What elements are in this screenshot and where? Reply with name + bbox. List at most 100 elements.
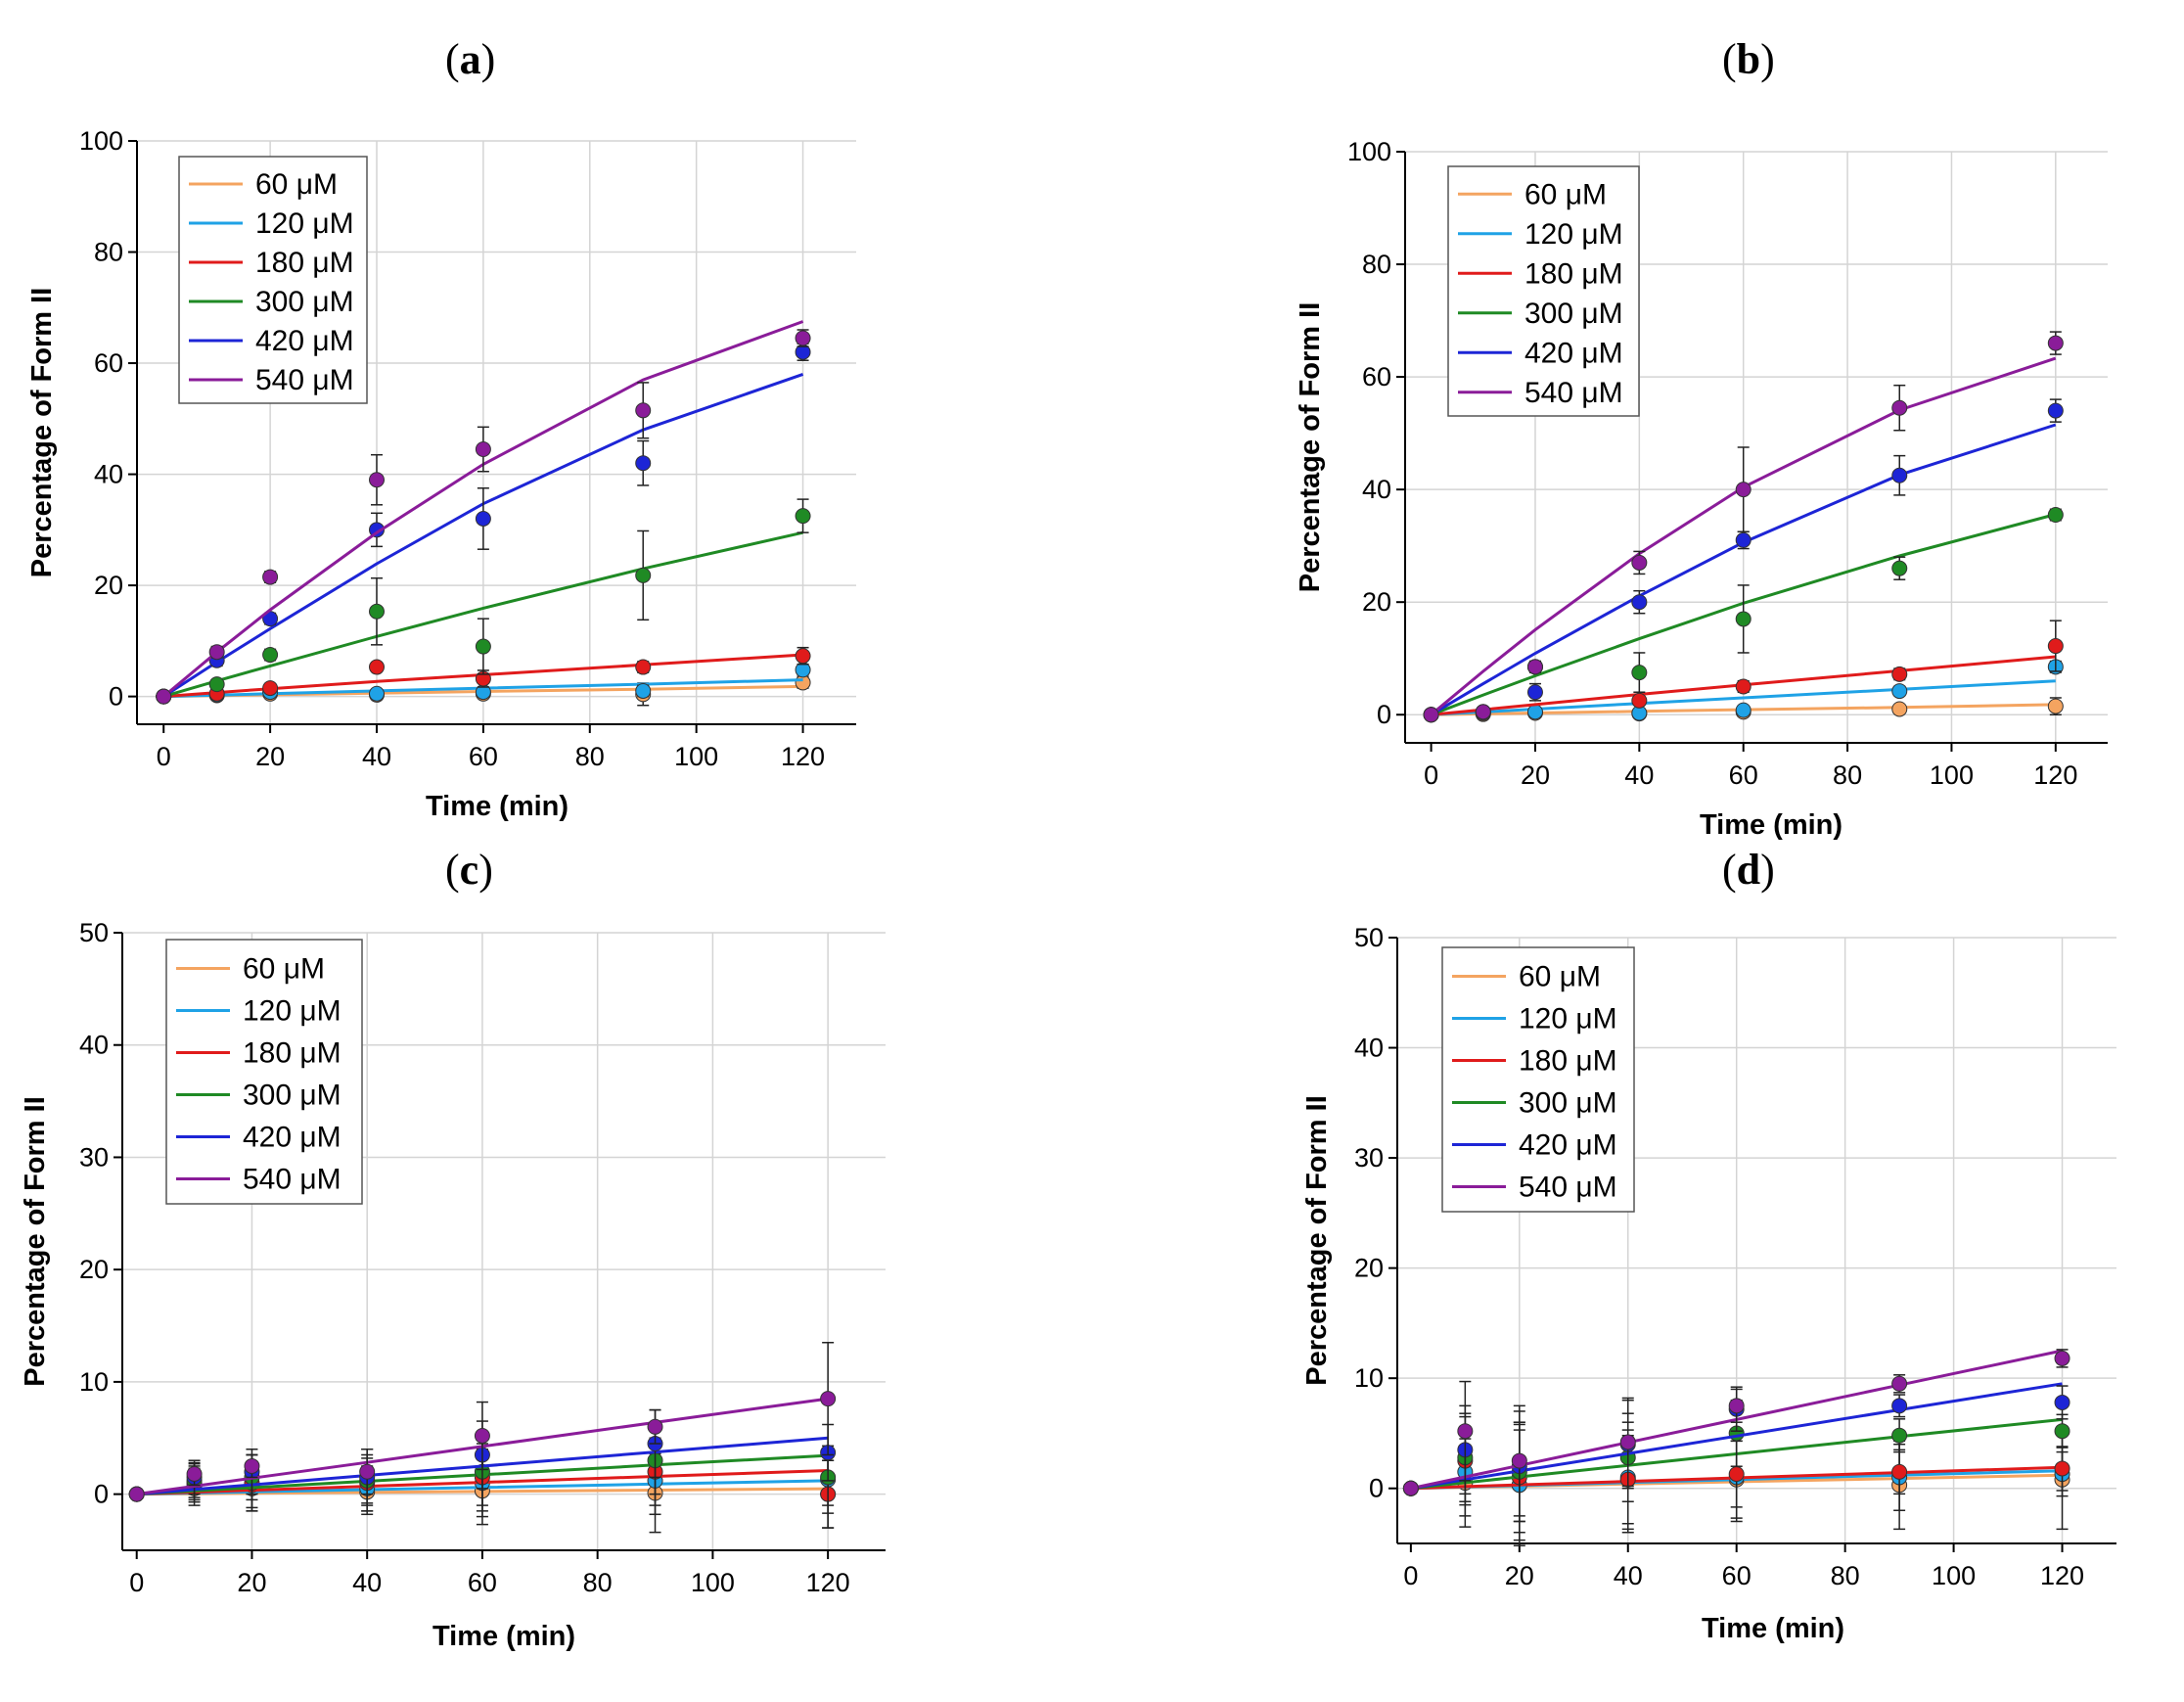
data-point [1423, 707, 1439, 723]
data-point [369, 472, 385, 488]
data-point [369, 659, 385, 675]
data-point [1891, 399, 1908, 416]
data-point [1735, 611, 1752, 627]
data-point [1735, 678, 1752, 695]
y-tick-label: 80 [94, 238, 123, 267]
x-tick-label: 60 [468, 1568, 497, 1597]
data-point [1735, 531, 1752, 548]
legend-entry: 180 μM [1524, 257, 1623, 290]
y-tick-label: 20 [1354, 1254, 1384, 1283]
legend-entry: 120 μM [243, 995, 341, 1028]
data-point [244, 1457, 260, 1474]
y-tick-label: 100 [79, 126, 123, 156]
legend: 60 μM 120 μM 180 μM 300 μM 420 μM 540 μM [165, 939, 363, 1205]
data-point [635, 659, 652, 675]
legend-entry: 60 μM [243, 953, 325, 986]
panel-label-letter: a [460, 35, 481, 83]
y-tick-label: 60 [1362, 362, 1391, 391]
y-tick-label: 20 [79, 1255, 109, 1284]
legend-entry: 420 μM [255, 325, 354, 357]
y-tick-label: 40 [1354, 1034, 1384, 1063]
data-point [1728, 1398, 1745, 1414]
data-point [1526, 704, 1543, 720]
y-tick-label: 50 [79, 918, 109, 947]
data-point [475, 638, 491, 655]
legend-entry: 300 μM [1519, 1087, 1617, 1120]
legend-box [178, 156, 368, 404]
data-point [820, 1391, 837, 1407]
panel-label: (b) [1722, 35, 1775, 83]
panel-d: (d) 0 20 40 60 80 100 120 0 10 20 30 40 50 Time (min) P… [1301, 846, 2116, 1644]
x-tick-label: 20 [237, 1568, 266, 1597]
y-tick-label: 60 [94, 348, 123, 378]
data-point [1891, 1375, 1908, 1392]
data-point [156, 688, 172, 705]
y-axis-title: Percentage of Form II [1301, 1095, 1333, 1386]
y-axis-title: Percentage of Form II [1295, 302, 1326, 593]
y-tick-label: 30 [79, 1142, 109, 1172]
data-point [1891, 1463, 1908, 1480]
data-point [208, 676, 225, 693]
y-tick-label: 20 [1362, 587, 1391, 617]
data-point [795, 648, 811, 665]
x-tick-label: 60 [469, 742, 498, 771]
y-tick-label: 30 [1354, 1143, 1384, 1173]
y-tick-label: 40 [79, 1031, 109, 1060]
data-point [128, 1486, 145, 1502]
y-axis-title: Percentage of Form II [26, 288, 58, 578]
legend-entry: 540 μM [1524, 377, 1623, 409]
data-point [2054, 1350, 2070, 1366]
x-tick-label: 80 [583, 1568, 613, 1597]
panel-label-close-paren: ) [1760, 846, 1775, 894]
x-tick-label: 40 [352, 1568, 382, 1597]
data-point [262, 680, 279, 697]
legend-entry: 60 μM [1524, 178, 1607, 210]
x-axis-title: Time (min) [1702, 1613, 1844, 1644]
y-tick-label: 40 [1362, 475, 1391, 504]
data-point [474, 1427, 490, 1444]
x-tick-label: 100 [1930, 760, 1974, 790]
y-tick-label: 20 [94, 571, 123, 600]
legend: 60 μM 120 μM 180 μM 300 μM 420 μM 540 μM [178, 156, 368, 404]
x-tick-label: 80 [575, 742, 605, 771]
x-tick-label: 0 [157, 742, 171, 771]
series-300uM [156, 498, 811, 705]
legend-entry: 180 μM [1519, 1045, 1617, 1078]
data-point [1891, 467, 1908, 483]
y-tick-label: 0 [1369, 1474, 1384, 1503]
x-tick-label: 100 [691, 1568, 735, 1597]
y-tick-label: 10 [79, 1367, 109, 1397]
x-tick-label: 120 [781, 742, 825, 771]
data-point [369, 685, 385, 702]
x-tick-label: 120 [806, 1568, 850, 1597]
legend-entry: 60 μM [1519, 961, 1601, 993]
y-tick-label: 0 [94, 1480, 109, 1509]
x-tick-label: 80 [1831, 1561, 1860, 1590]
data-point [359, 1463, 376, 1480]
data-point [1891, 560, 1908, 576]
legend-entry: 420 μM [243, 1122, 341, 1154]
data-point [208, 644, 225, 661]
y-tick-label: 40 [94, 460, 123, 489]
data-point [1735, 482, 1752, 498]
x-tick-label: 120 [2033, 760, 2077, 790]
data-point [1891, 701, 1908, 717]
data-point [1891, 1427, 1908, 1444]
data-point [795, 330, 811, 346]
data-point [1891, 683, 1908, 700]
x-tick-label: 120 [2040, 1561, 2084, 1590]
panel-label-open-paren: ( [445, 846, 460, 894]
x-tick-label: 40 [362, 742, 391, 771]
legend-entry: 420 μM [1519, 1129, 1617, 1162]
fit-line [1431, 513, 2057, 716]
legend-box [1447, 165, 1640, 417]
x-axis-title: Time (min) [1700, 809, 1843, 841]
data-point [1735, 702, 1752, 718]
y-tick-label: 50 [1354, 923, 1384, 952]
data-point [635, 455, 652, 472]
legend-box [165, 939, 363, 1205]
data-point [2054, 1423, 2070, 1440]
data-point [2047, 507, 2064, 524]
data-point [1475, 704, 1491, 720]
data-point [2047, 335, 2064, 351]
